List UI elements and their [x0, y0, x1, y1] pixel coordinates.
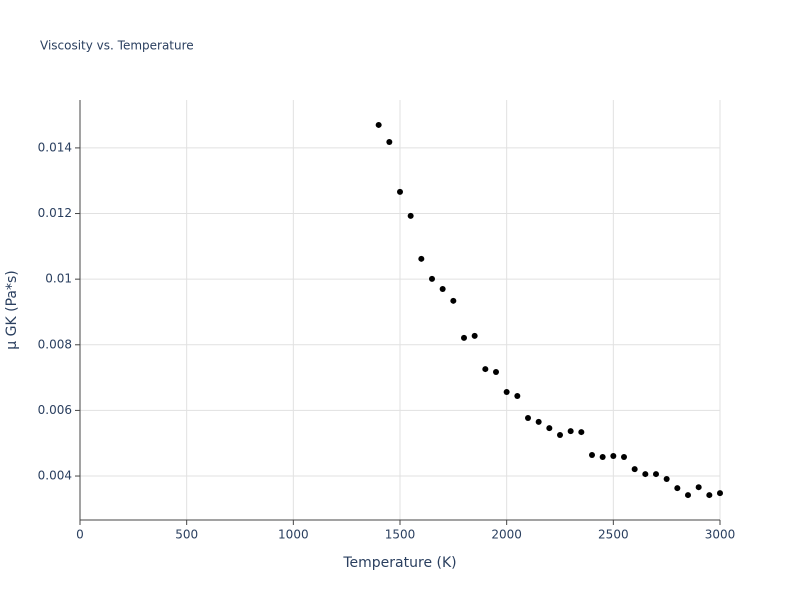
data-point: [706, 492, 713, 499]
data-point: [407, 212, 414, 219]
x-axis-label: Temperature (K): [342, 555, 456, 571]
data-point: [685, 492, 691, 499]
data-point: [429, 275, 435, 282]
x-tick-label: 1500: [385, 528, 416, 542]
data-point: [695, 484, 702, 491]
x-tick-label: 3000: [705, 528, 736, 542]
data-point: [482, 366, 489, 373]
data-point: [674, 485, 681, 492]
data-point: [546, 425, 553, 432]
data-point: [610, 453, 617, 460]
y-tick-label: 0.004: [38, 469, 72, 483]
y-axis-label: μ GK (Pa*s): [4, 270, 20, 349]
data-point: [493, 369, 499, 376]
data-point: [663, 475, 670, 482]
data-point: [578, 429, 585, 436]
data-point: [567, 428, 574, 435]
x-tick-label: 0: [76, 528, 84, 542]
data-point: [439, 286, 446, 292]
data-point: [642, 471, 649, 478]
grid-layer: [75, 100, 721, 525]
y-tick-label: 0.014: [38, 140, 72, 154]
y-tick-label: 0.01: [45, 272, 72, 286]
x-tick-label: 1000: [278, 528, 309, 542]
x-tick-label: 500: [175, 528, 198, 542]
chart-title: Viscosity vs. Temperature: [40, 39, 194, 53]
data-point: [397, 188, 403, 195]
data-point: [653, 471, 659, 478]
data-point: [471, 332, 478, 339]
data-point: [535, 418, 542, 425]
data-point: [386, 139, 393, 145]
data-point: [589, 452, 595, 459]
x-tick-label: 2500: [598, 528, 629, 542]
data-point: [525, 414, 531, 421]
mark-layer: [375, 121, 723, 499]
data-point: [450, 297, 457, 304]
data-point: [631, 466, 638, 473]
y-tick-label: 0.012: [38, 206, 72, 220]
data-point: [418, 255, 425, 262]
y-tick-label: 0.008: [38, 337, 72, 351]
x-tick-label: 2000: [491, 528, 522, 542]
y-tick-label: 0.006: [38, 403, 72, 417]
data-point: [557, 432, 563, 439]
data-point: [503, 389, 510, 396]
data-point: [717, 490, 723, 497]
data-point: [375, 121, 382, 128]
data-point: [621, 454, 627, 460]
data-point: [461, 334, 467, 341]
data-point: [599, 454, 606, 460]
data-point: [514, 392, 521, 399]
